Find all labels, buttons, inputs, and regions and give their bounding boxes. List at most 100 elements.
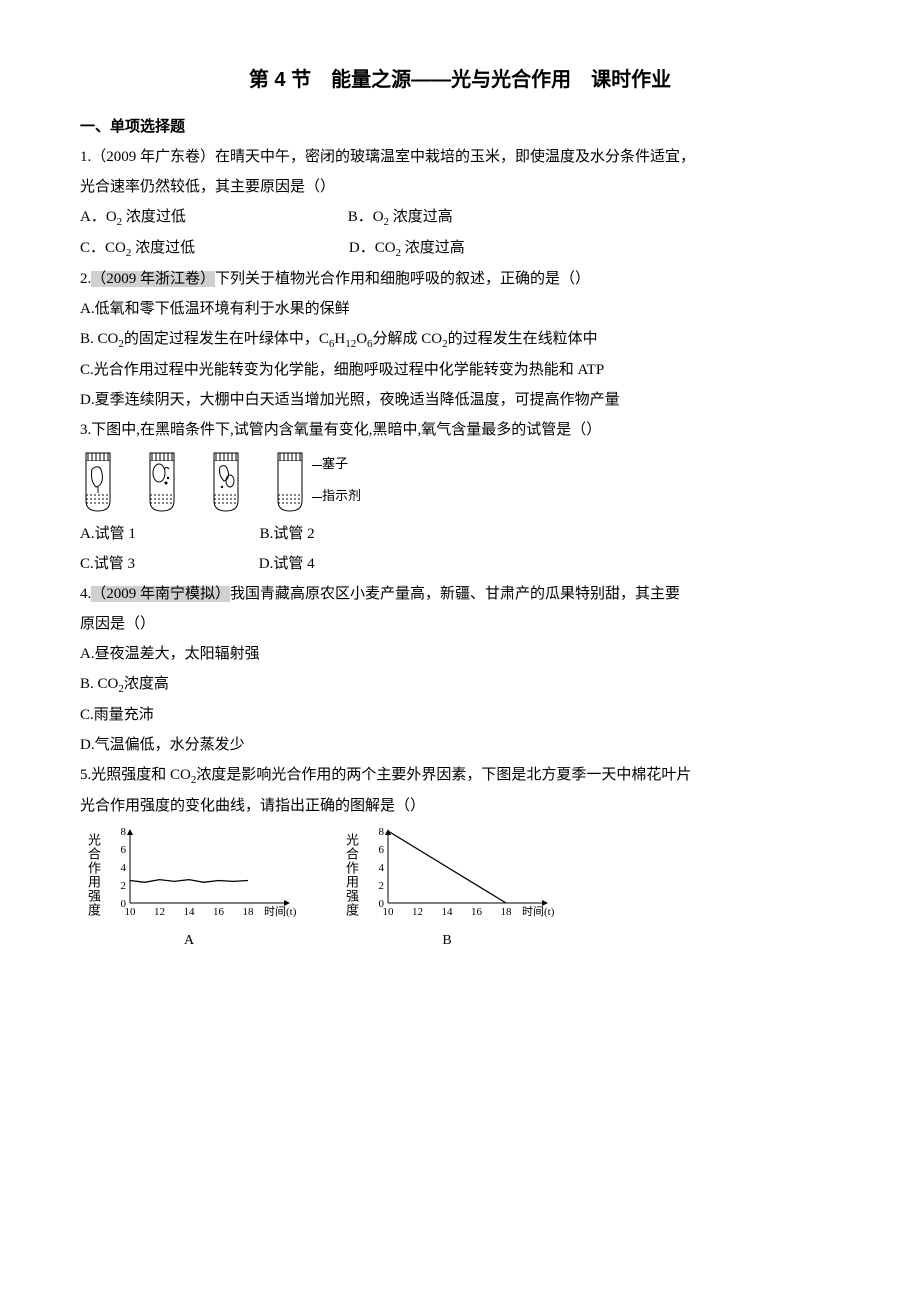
sub-2: 2 — [117, 216, 123, 228]
q1-opt-c: C．CO2 浓度过低 — [80, 240, 195, 256]
q1-b-post: 浓度过高 — [393, 209, 453, 225]
q3-opt-c: C.试管 3 — [80, 556, 135, 572]
tube-3-svg — [208, 451, 244, 513]
tube-2 — [144, 451, 180, 513]
svg-text:14: 14 — [442, 906, 454, 918]
q4-opt-d: D.气温偏低，水分蒸发少 — [80, 730, 840, 760]
page-title: 第 4 节 能量之源——光与光合作用 课时作业 — [80, 60, 840, 100]
indicator-text: 指示剂 — [322, 488, 361, 503]
svg-text:18: 18 — [243, 906, 255, 918]
tube-1 — [80, 451, 116, 513]
q4-source-highlight: （2009 年南宁模拟） — [91, 586, 230, 602]
svg-text:16: 16 — [213, 906, 225, 918]
q1-a-pre: A．O — [80, 209, 117, 225]
chart-b-letter: B — [442, 927, 451, 955]
tube-2-svg — [144, 451, 180, 513]
chart-b-inner: 光合作用强度 024681012141618时间(t) — [338, 825, 556, 925]
q3-tubes-figure: 塞子 指示剂 — [80, 451, 840, 513]
q5-stem-line1: 5.光照强度和 CO2浓度是影响光合作用的两个主要外界因素，下图是北方夏季一天中… — [80, 760, 840, 791]
q4-stem-line2: 原因是（） — [80, 609, 840, 639]
q2-opt-a: A.低氧和零下低温环境有利于水果的保鲜 — [80, 294, 840, 324]
chart-b-wrap: 光合作用强度 024681012141618时间(t) B — [338, 825, 556, 955]
chart-a-letter: A — [184, 927, 194, 955]
q2-opt-c: C.光合作用过程中光能转变为化学能，细胞呼吸过程中化学能转变为热能和 ATP — [80, 355, 840, 385]
q3-options-row2: C.试管 3 D.试管 4 — [80, 549, 840, 579]
q5-s2: 浓度是影响光合作用的两个主要外界因素，下图是北方夏季一天中棉花叶片 — [196, 767, 691, 783]
svg-text:16: 16 — [471, 906, 483, 918]
q4-stem-line1: 4.（2009 年南宁模拟）我国青藏高原农区小麦产量高，新疆、甘肃产的瓜果特别甜… — [80, 579, 840, 609]
q3-opt-a: A.试管 1 — [80, 526, 136, 542]
q1-a-post: 浓度过低 — [126, 209, 186, 225]
q1-b-pre: B．O — [348, 209, 384, 225]
q3-stem: 3.下图中,在黑暗条件下,试管内含氧量有变化,黑暗中,氧气含量最多的试管是（） — [80, 415, 840, 445]
q2-stem: 2.（2009 年浙江卷）下列关于植物光合作用和细胞呼吸的叙述，正确的是（） — [80, 264, 840, 294]
q2-b-3: H — [334, 331, 345, 347]
q2-source-highlight: （2009 年浙江卷） — [91, 271, 215, 287]
svg-text:10: 10 — [125, 906, 137, 918]
q1-d-pre: D．CO — [349, 240, 396, 256]
q2-b-2: 的固定过程发生在叶绿体中，C — [124, 331, 329, 347]
chart-b-svg: 024681012141618时间(t) — [366, 825, 556, 925]
svg-text:18: 18 — [501, 906, 513, 918]
q2-b-5: 分解成 CO — [373, 331, 443, 347]
q4-opt-b: B. CO2浓度高 — [80, 669, 840, 700]
q2-b-1: B. CO — [80, 331, 118, 347]
q1-options-row1: A．O2 浓度过低 B．O2 浓度过高 — [80, 202, 840, 233]
q2-b-4: O — [356, 331, 367, 347]
tube-4: 塞子 指示剂 — [272, 451, 361, 513]
q2-opt-d: D.夏季连续阴天，大棚中白天适当增加光照，夜晚适当降低温度，可提高作物产量 — [80, 385, 840, 415]
q4-opt-a: A.昼夜温差大，太阳辐射强 — [80, 639, 840, 669]
chart-a-wrap: 光合作用强度 024681012141618时间(t) A — [80, 825, 298, 955]
tube-4-labels: 塞子 指示剂 — [312, 451, 361, 509]
svg-text:8: 8 — [379, 826, 385, 838]
stopper-text: 塞子 — [322, 456, 348, 471]
sub-12: 12 — [345, 338, 356, 350]
svg-text:10: 10 — [383, 906, 395, 918]
chart-a-ylabel: 光合作用强度 — [80, 833, 106, 917]
q1-c-post: 浓度过低 — [135, 240, 195, 256]
svg-text:14: 14 — [184, 906, 196, 918]
q5-charts: 光合作用强度 024681012141618时间(t) A 光合作用强度 024… — [80, 825, 840, 955]
q1-options-row2: C．CO2 浓度过低 D．CO2 浓度过高 — [80, 233, 840, 264]
tube-4-svg — [272, 451, 308, 513]
svg-text:2: 2 — [121, 880, 127, 892]
q3-opt-d: D.试管 4 — [259, 549, 315, 579]
q1-opt-a: A．O2 浓度过低 — [80, 209, 186, 225]
svg-text:6: 6 — [121, 844, 127, 856]
q5-stem-line2: 光合作用强度的变化曲线，请指出正确的图解是（） — [80, 791, 840, 821]
section-heading: 一、单项选择题 — [80, 112, 840, 142]
svg-text:4: 4 — [379, 862, 385, 874]
chart-a-inner: 光合作用强度 024681012141618时间(t) — [80, 825, 298, 925]
svg-text:时间(t): 时间(t) — [264, 905, 297, 918]
q4-b-post: 浓度高 — [124, 676, 169, 692]
q1-c-pre: C．CO — [80, 240, 126, 256]
chart-a-svg: 024681012141618时间(t) — [108, 825, 298, 925]
sub-2: 2 — [384, 216, 390, 228]
q4-opt-c: C.雨量充沛 — [80, 700, 840, 730]
q5-s1: 5.光照强度和 CO — [80, 767, 191, 783]
svg-text:12: 12 — [412, 906, 423, 918]
svg-text:时间(t): 时间(t) — [522, 905, 555, 918]
sub-2: 2 — [126, 247, 132, 259]
stopper-label: 塞子 — [312, 451, 361, 477]
svg-text:6: 6 — [379, 844, 385, 856]
q2-b-6: 的过程发生在线粒体中 — [448, 331, 598, 347]
q1-opt-d: D．CO2 浓度过高 — [349, 233, 465, 264]
q1-d-post: 浓度过高 — [405, 240, 465, 256]
tube-3 — [208, 451, 244, 513]
svg-text:4: 4 — [121, 862, 127, 874]
q1-stem-line1: 1.（2009 年广东卷）在晴天中午，密闭的玻璃温室中栽培的玉米，即使温度及水分… — [80, 142, 840, 172]
q4-b-pre: B. CO — [80, 676, 118, 692]
q1-stem-line2: 光合速率仍然较低，其主要原因是（） — [80, 172, 840, 202]
tube-1-svg — [80, 451, 116, 513]
chart-b-ylabel: 光合作用强度 — [338, 833, 364, 917]
q3-opt-b: B.试管 2 — [260, 519, 315, 549]
q3-options-row1: A.试管 1 B.试管 2 — [80, 519, 840, 549]
q2-opt-b: B. CO2的固定过程发生在叶绿体中，C6H12O6分解成 CO2的过程发生在线… — [80, 324, 840, 355]
svg-text:12: 12 — [154, 906, 165, 918]
q1-opt-b: B．O2 浓度过高 — [348, 202, 453, 233]
sub-2: 2 — [396, 247, 402, 259]
svg-text:2: 2 — [379, 880, 385, 892]
svg-text:8: 8 — [121, 826, 127, 838]
indicator-label: 指示剂 — [312, 483, 361, 509]
